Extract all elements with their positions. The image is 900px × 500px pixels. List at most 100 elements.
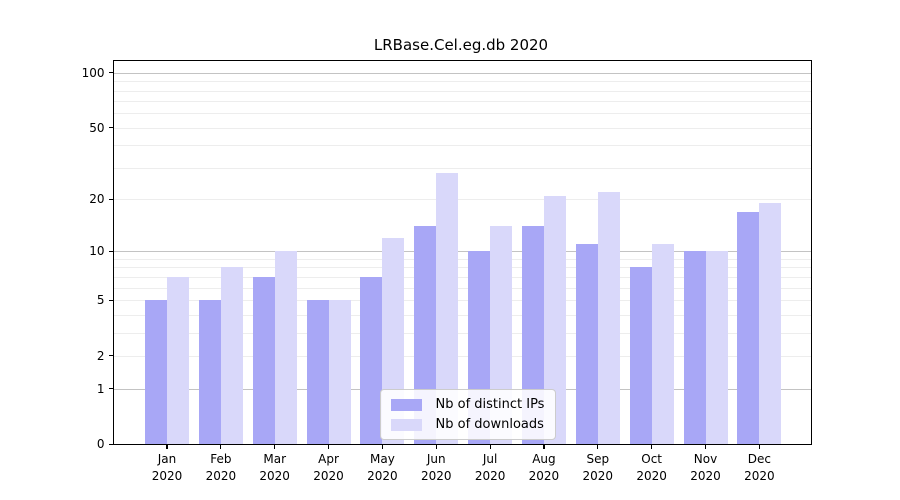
x-tick-label: Mar 2020 <box>243 451 307 484</box>
y-gridline-minor <box>113 332 811 334</box>
y-tick-mark <box>108 72 114 74</box>
x-tick-label: Jun 2020 <box>404 451 468 484</box>
y-tick-label: 0 <box>96 437 105 452</box>
bar-distinct-ips-dec <box>737 211 760 445</box>
bar-downloads-nov <box>705 251 728 445</box>
legend-label-distinct-ips: Nb of distinct IPs <box>435 397 545 412</box>
y-tick-mark <box>108 443 114 445</box>
y-gridline-major <box>113 251 811 253</box>
x-tick-label: May 2020 <box>350 451 414 484</box>
x-tick-year: 2020 <box>636 468 667 483</box>
y-tick-mark <box>108 387 114 390</box>
bar-distinct-ips-feb <box>198 300 221 445</box>
x-tick-month: Feb <box>210 452 232 467</box>
legend-item-distinct-ips: Nb of distinct IPs <box>390 397 545 412</box>
bar-downloads-dec <box>759 203 782 445</box>
legend-item-downloads: Nb of downloads <box>390 417 545 432</box>
y-tick-label: 20 <box>89 192 105 207</box>
x-tick-month: Jun <box>426 452 446 467</box>
bar-distinct-ips-apr <box>306 300 329 445</box>
x-tick-year: 2020 <box>528 468 560 483</box>
legend: Nb of distinct IPs Nb of downloads <box>379 389 557 440</box>
x-tick-mark <box>435 444 437 450</box>
y-gridline-minor <box>113 314 811 316</box>
bar-downloads-oct <box>651 244 674 445</box>
x-tick-month: Jul <box>482 452 498 467</box>
x-tick-label: Nov 2020 <box>674 451 738 484</box>
x-tick-mark <box>220 444 222 450</box>
y-gridline-minor <box>113 287 811 289</box>
bar-distinct-ips-may <box>360 276 383 445</box>
bar-downloads-aug <box>543 195 566 445</box>
x-tick-mark <box>651 444 653 450</box>
y-gridline-minor <box>113 167 811 169</box>
y-gridline-minor <box>113 300 811 302</box>
y-gridline-minor <box>113 113 811 115</box>
bar-distinct-ips-mar <box>252 276 275 445</box>
x-tick-year: 2020 <box>420 468 452 483</box>
x-tick-year: 2020 <box>744 468 775 483</box>
x-tick-mark <box>704 444 707 450</box>
y-gridline-minor <box>113 145 811 147</box>
x-tick-mark <box>274 444 276 450</box>
y-tick-label: 100 <box>81 65 105 80</box>
y-tick-label: 10 <box>89 244 105 259</box>
bar-downloads-jan <box>167 276 189 445</box>
y-gridline-minor <box>113 90 811 92</box>
bar-distinct-ips-sep <box>575 244 598 445</box>
y-tick-label: 1 <box>96 381 105 396</box>
x-tick-mark <box>166 444 168 450</box>
y-tick-mark <box>108 198 114 200</box>
bar-downloads-feb <box>220 267 243 445</box>
y-gridline-minor <box>113 259 811 260</box>
x-tick-month: Nov <box>693 452 718 467</box>
x-tick-year: 2020 <box>367 468 398 483</box>
x-tick-month: May <box>369 452 395 467</box>
legend-label-downloads: Nb of downloads <box>435 417 544 432</box>
x-tick-month: Sep <box>586 452 610 467</box>
x-tick-year: 2020 <box>313 468 344 483</box>
y-gridline-minor <box>113 81 811 83</box>
y-gridline-minor <box>113 127 811 129</box>
x-tick-label: Feb 2020 <box>189 451 253 484</box>
bar-distinct-ips-oct <box>629 267 652 445</box>
y-tick-mark <box>108 127 114 129</box>
bar-distinct-ips-nov <box>683 251 706 445</box>
y-tick-label: 5 <box>96 293 105 308</box>
x-tick-label: Aug 2020 <box>512 451 576 484</box>
x-tick-month: Mar <box>263 452 286 467</box>
bar-distinct-ips-jan <box>145 300 167 445</box>
plot-area: Nb of distinct IPs Nb of downloads 100 50… <box>82 60 812 483</box>
x-tick-mark <box>381 444 383 450</box>
x-tick-label: Jan 2020 <box>135 451 199 484</box>
y-gridline-minor <box>113 199 811 201</box>
x-tick-label: Jul 2020 <box>458 451 522 484</box>
bar-downloads-jun <box>436 173 459 445</box>
legend-swatch-downloads <box>390 418 422 431</box>
legend-swatch-distinct-ips <box>390 398 422 411</box>
x-tick-year: 2020 <box>151 468 183 483</box>
y-tick-label: 2 <box>96 348 105 363</box>
bar-downloads-sep <box>597 191 620 445</box>
y-gridline-minor <box>113 101 811 103</box>
x-tick-month: Jan <box>157 452 177 467</box>
y-tick-mark <box>108 299 114 301</box>
bar-downloads-mar <box>274 251 297 445</box>
x-tick-month: Oct <box>641 452 663 467</box>
x-tick-mark <box>758 444 760 450</box>
y-tick-mark <box>108 250 114 252</box>
x-tick-month: Aug <box>532 452 556 467</box>
y-gridline-major <box>113 72 811 74</box>
y-gridline-minor <box>113 355 811 357</box>
x-tick-mark <box>489 444 491 450</box>
x-tick-mark <box>327 444 330 450</box>
x-tick-mark <box>543 444 545 450</box>
bar-downloads-apr <box>328 300 351 445</box>
y-gridline-minor <box>113 276 811 278</box>
x-tick-year: 2020 <box>582 468 614 483</box>
x-tick-month: Dec <box>747 452 771 467</box>
y-tick-label: 50 <box>89 120 105 135</box>
x-tick-label: Dec 2020 <box>727 451 791 484</box>
x-tick-label: Oct 2020 <box>620 451 684 484</box>
